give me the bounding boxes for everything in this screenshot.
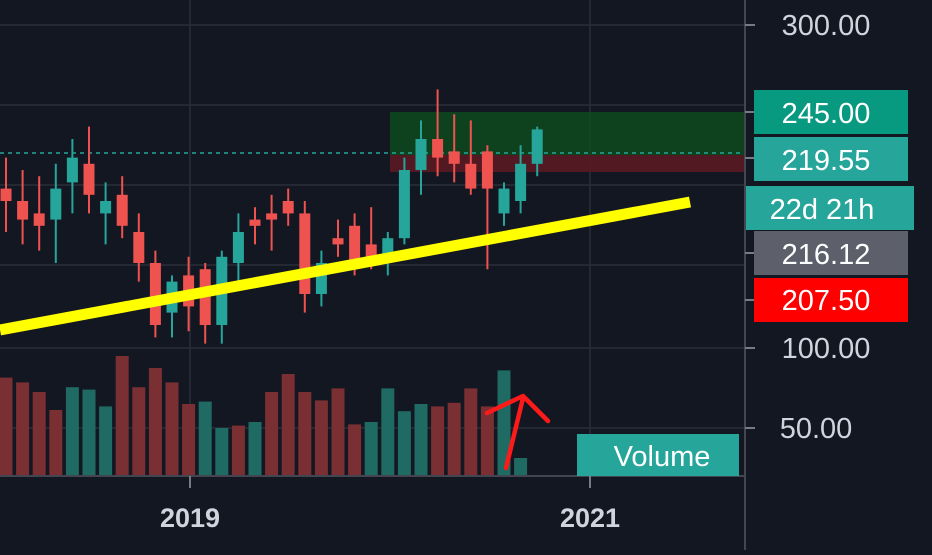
candle[interactable]: [448, 114, 460, 183]
volume-bar: [431, 406, 445, 476]
volume-bar: [265, 392, 279, 476]
candle[interactable]: [515, 145, 527, 214]
candle[interactable]: [249, 207, 261, 245]
stop-zone[interactable]: [390, 155, 745, 172]
volume-bar: [364, 422, 378, 476]
volume-bar: [198, 401, 212, 476]
volume-bar: [148, 368, 162, 476]
last-price-badge[interactable]: [754, 137, 908, 181]
stop-price-badge[interactable]: [754, 278, 908, 322]
price-axis-ticks: [745, 24, 755, 429]
volume-bar: [115, 356, 129, 476]
candle[interactable]: [66, 139, 78, 214]
candle[interactable]: [116, 176, 128, 239]
candle[interactable]: [50, 163, 62, 263]
volume-bar: [231, 425, 245, 476]
volume-bar: [414, 404, 428, 476]
target-zone[interactable]: [390, 112, 745, 155]
volume-bar: [514, 458, 528, 476]
volume-bar: [16, 382, 30, 476]
volume-bar: [165, 382, 179, 476]
volume-bar: [281, 374, 295, 476]
candle[interactable]: [83, 126, 95, 214]
countdown-label: 22d 21h: [770, 194, 875, 226]
candle[interactable]: [0, 157, 12, 232]
volume-bar: [65, 387, 79, 476]
countdown-badge[interactable]: [746, 186, 914, 230]
target-price-badge[interactable]: [754, 90, 908, 134]
candle[interactable]: [465, 120, 477, 195]
y-tick-label-50: 50.00: [780, 413, 853, 445]
volume-bar: [497, 370, 511, 476]
volume-bar: [381, 388, 395, 476]
volume-bar: [182, 404, 196, 476]
trend-line[interactable]: [0, 196, 692, 336]
y-tick-label-300: 300.00: [782, 10, 871, 42]
volume-bar: [32, 392, 46, 476]
candle[interactable]: [531, 126, 543, 177]
volume-bar: [397, 411, 411, 476]
candle[interactable]: [299, 201, 311, 313]
volume-bar: [348, 424, 362, 476]
candle[interactable]: [133, 213, 145, 282]
volume-label: Volume: [614, 441, 711, 473]
volume-bar: [49, 410, 63, 476]
candle[interactable]: [266, 194, 278, 251]
volume-bar: [480, 406, 494, 476]
candle[interactable]: [481, 145, 493, 270]
volume-bar: [132, 387, 146, 476]
x-tick-label-2019: 2019: [160, 503, 220, 533]
volume-bars: [0, 356, 528, 476]
volume-bar: [82, 389, 96, 476]
candle[interactable]: [100, 182, 112, 245]
candle[interactable]: [432, 89, 444, 177]
volume-bar: [215, 428, 229, 476]
stop-price-label: 207.50: [782, 285, 871, 317]
y-tick-label-100: 100.00: [782, 333, 871, 365]
last-price-label: 219.55: [782, 145, 871, 177]
candle[interactable]: [415, 120, 427, 195]
target-price-label: 245.00: [782, 98, 871, 130]
arrow-annotation[interactable]: [484, 393, 551, 471]
candle[interactable]: [332, 219, 344, 257]
volume-bar: [447, 402, 461, 476]
volume-bar: [248, 422, 262, 476]
volume-bar: [99, 406, 113, 476]
candle[interactable]: [282, 188, 294, 226]
volume-bar: [0, 377, 13, 476]
volume-bar: [464, 388, 478, 476]
entry-price-badge[interactable]: [754, 231, 908, 275]
volume-bar: [314, 400, 328, 476]
candle[interactable]: [149, 250, 161, 338]
candle[interactable]: [315, 250, 327, 307]
volume-badge[interactable]: [577, 434, 739, 476]
volume-bar: [298, 392, 312, 476]
candle[interactable]: [232, 213, 244, 282]
candle[interactable]: [498, 182, 510, 226]
candle[interactable]: [17, 170, 29, 245]
candle[interactable]: [33, 176, 45, 251]
volume-bar: [331, 388, 345, 476]
x-tick-label-2021: 2021: [560, 503, 620, 533]
entry-price-label: 216.12: [782, 239, 871, 271]
candle[interactable]: [398, 157, 410, 245]
